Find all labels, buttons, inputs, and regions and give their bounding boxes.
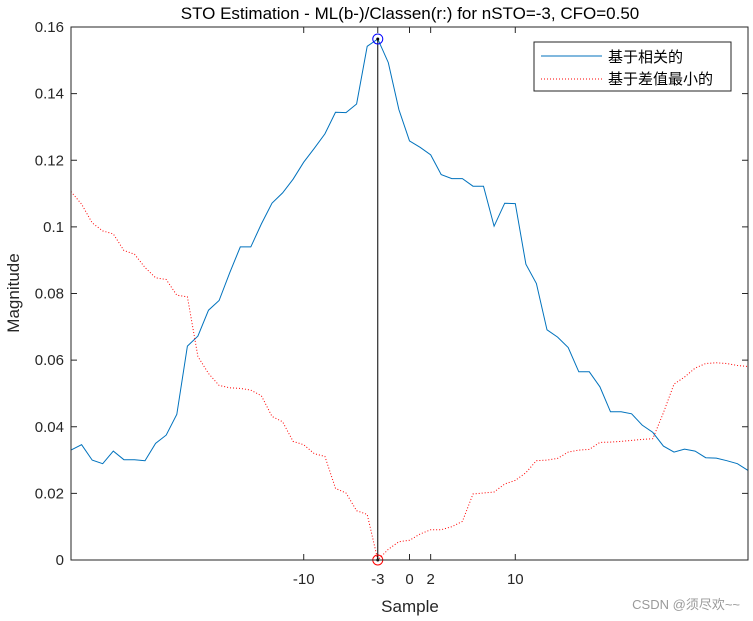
y-tick-label: 0.1 xyxy=(43,219,64,236)
series-line-correlation xyxy=(70,38,749,471)
y-axis-label: Magnitude xyxy=(4,253,23,332)
y-tick-label: 0.08 xyxy=(35,286,64,303)
y-tick-label: 0.16 xyxy=(35,19,64,36)
y-tick-label: 0.04 xyxy=(35,419,64,436)
y-tick-label: 0.12 xyxy=(35,152,64,169)
x-tick-label: -3 xyxy=(371,571,384,588)
max-marker-dot xyxy=(376,37,380,41)
x-tick-label: -10 xyxy=(293,571,315,588)
max-marker-circle xyxy=(372,33,384,45)
axis-ticks: -10 -3 0 2 1000.020.040.060.080.10.120.140.1… xyxy=(35,19,748,588)
y-tick-label: 0.14 xyxy=(35,86,64,103)
plot-area xyxy=(71,27,748,560)
x-axis-label: Sample xyxy=(381,597,439,616)
y-tick-label: 0 xyxy=(56,552,64,569)
axes-box xyxy=(70,26,749,561)
series-line-min-difference xyxy=(70,191,749,562)
legend-label-min-difference: 基于差值最小的 xyxy=(608,70,713,88)
x-tick-label: 10 xyxy=(507,571,524,588)
x-tick-label: 0 xyxy=(405,571,413,588)
legend-label-correlation: 基于相关的 xyxy=(608,48,683,66)
watermark: CSDN @须尽欢~~ xyxy=(632,597,740,612)
y-tick-label: 0.06 xyxy=(35,352,64,369)
chart-title: STO Estimation - ML(b-)/Classen(r:) for … xyxy=(181,4,640,23)
legend: 基于相关的 基于差值最小的 xyxy=(533,41,732,92)
legend-box xyxy=(533,41,732,92)
series-lines xyxy=(70,38,749,562)
y-tick-label: 0.02 xyxy=(35,485,64,502)
x-tick-label: 2 xyxy=(426,571,434,588)
